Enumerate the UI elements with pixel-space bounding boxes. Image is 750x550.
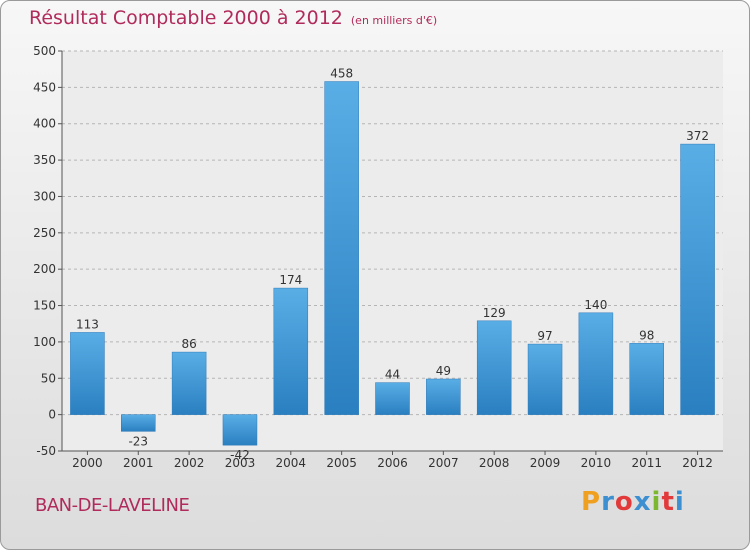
x-tick-label: 2007 [428,456,459,470]
logo-letter: o [614,487,634,517]
bar [70,332,105,415]
logo-letter: r [601,487,615,517]
data-label: 458 [330,67,353,81]
data-label: 44 [385,368,400,382]
chart-subtitle: (en milliers d'€) [350,14,438,27]
bar [629,343,664,415]
x-tick-label: 2002 [174,456,205,470]
bar [171,351,207,415]
x-tick-label: 2011 [631,456,662,470]
chart-title: Résultat Comptable 2000 à 2012 (en millie… [29,7,437,29]
bar [273,287,309,415]
y-tick-label: 450 [33,80,56,94]
x-tick-label: 2010 [581,456,612,470]
x-tick-label: 2005 [326,456,357,470]
y-tick-label: 0 [48,408,56,422]
x-tick-label: 2009 [530,456,561,470]
data-label: 129 [483,306,506,320]
y-tick-label: 150 [33,299,56,313]
y-tick-label: 250 [33,226,56,240]
x-tick-label: 2000 [72,456,103,470]
x-tick-label: 2004 [276,456,307,470]
y-tick-label: 100 [33,335,56,349]
logo-letter: t [661,487,675,517]
data-label: 140 [584,298,607,312]
chart-title-text: Résultat Comptable 2000 à 2012 [29,7,343,29]
logo-letter: x [633,487,652,517]
bar [680,143,715,415]
data-label: 372 [686,129,709,143]
bar [121,414,156,432]
y-tick-label: 50 [41,371,56,385]
bar [222,414,258,446]
town-name: BAN-DE-LAVELINE [35,495,190,516]
logo-letter: i [651,487,662,517]
bar [324,81,359,415]
data-label: 97 [537,329,552,343]
data-label: 98 [639,328,654,342]
data-label: -23 [128,434,148,448]
bar [476,320,512,415]
x-tick-label: 2006 [377,456,408,470]
data-label: 86 [181,337,196,351]
y-tick-label: 200 [33,262,56,276]
data-label: 174 [279,273,302,287]
logo-letter: i [674,487,685,517]
y-tick-label: 400 [33,117,56,131]
x-tick-label: 2008 [479,456,510,470]
y-tick-label: 300 [33,189,56,203]
bar [426,378,461,415]
data-label: 113 [76,317,99,331]
bar [527,343,563,415]
logo-letter: P [581,487,602,517]
x-tick-label: 2012 [682,456,713,470]
x-tick-label: 2001 [123,456,154,470]
bar [375,382,410,415]
y-tick-label: -50 [36,444,56,458]
y-tick-label: 350 [33,153,56,167]
x-tick-label: 2003 [225,456,256,470]
data-label: 49 [436,364,451,378]
bar [578,312,614,415]
y-tick-label: 500 [33,44,56,58]
proxiti-logo: Proxiti [581,487,685,517]
data-label: -42 [230,448,250,462]
